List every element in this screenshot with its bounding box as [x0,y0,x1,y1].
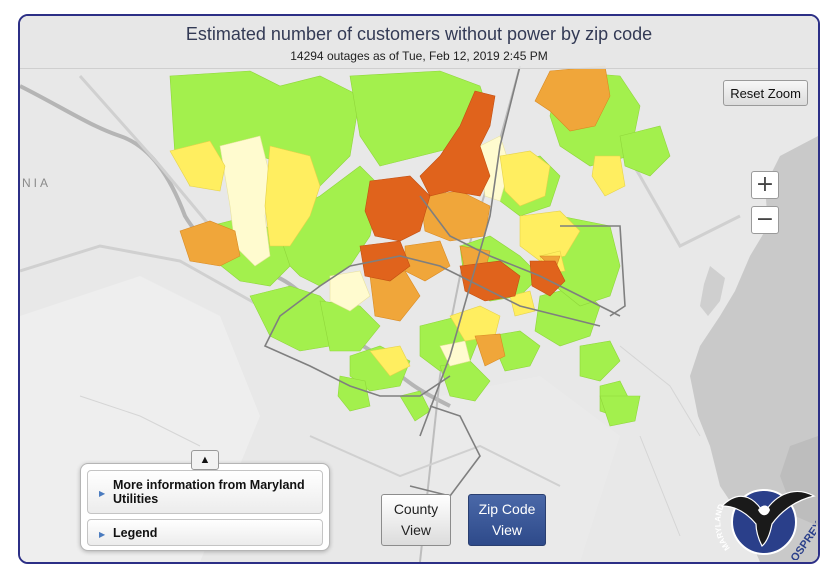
maryland-osprey-logo: MARYLAND OSPREY [713,489,816,560]
chesapeake-bay [690,136,818,562]
county-boundaries [263,65,626,497]
map-frame: Estimated number of customers without po… [18,14,820,564]
logo-text-left: MARYLAND [713,502,731,552]
more-info-label: More information from Maryland Utilities [113,478,305,506]
river-inlet [700,266,725,316]
zoom-out-button[interactable]: − [751,206,779,234]
highway [309,435,561,487]
zip-regions-low-mid[interactable] [219,135,511,367]
zip-regions-high[interactable] [359,90,566,302]
map-subtitle: 14294 outages as of Tue, Feb 12, 2019 2:… [290,49,548,63]
legend-item[interactable]: ▶ Legend [87,519,323,546]
zip-view-label-line1: Zip Code [478,501,536,517]
zip-view-label-line2: View [491,522,523,538]
state-label: NIA [22,176,52,190]
zoom-in-button[interactable]: + [751,171,779,199]
info-panel: ▲ ▶ More information from Maryland Utili… [80,450,330,551]
expand-arrow-icon: ▶ [99,489,106,498]
reset-zoom-button[interactable]: Reset Zoom [723,80,808,106]
more-info-item[interactable]: ▶ More information from Maryland Utiliti… [87,470,323,514]
panel-collapse-toggle[interactable]: ▲ [191,450,219,470]
county-view-button[interactable]: County View [381,494,451,546]
bay-inlet [780,436,818,526]
county-view-label-line1: County [393,501,439,517]
county-view-label-line2: View [400,522,432,538]
minor-roads [79,345,701,537]
zip-code-view-button[interactable]: Zip Code View [468,494,546,546]
legend-label: Legend [113,526,158,540]
map-title: Estimated number of customers without po… [185,24,653,44]
map-header: Estimated number of customers without po… [20,16,818,69]
expand-arrow-icon: ▶ [99,530,106,539]
osprey-head-icon [758,505,770,516]
